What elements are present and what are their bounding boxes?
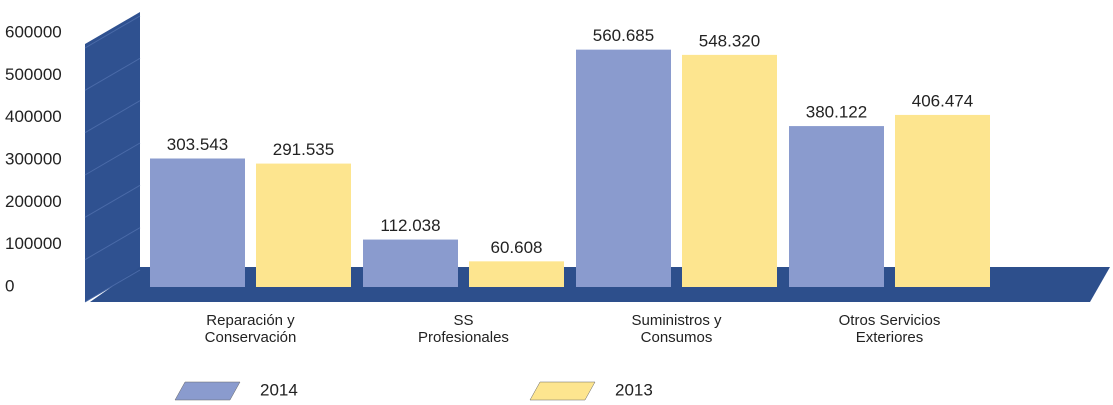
value-label: 291.535 bbox=[273, 140, 334, 159]
bar bbox=[576, 49, 671, 288]
y-tick-label: 500000 bbox=[5, 65, 62, 84]
bar bbox=[256, 163, 351, 287]
grid-line bbox=[84, 57, 141, 91]
bar bbox=[363, 239, 458, 287]
bar bbox=[895, 114, 990, 287]
x-tick-label: Suministros y Consumos bbox=[631, 312, 722, 346]
legend-swatch bbox=[174, 381, 241, 401]
grid-line bbox=[84, 269, 141, 303]
x-tick-label: SS Profesionales bbox=[418, 312, 509, 346]
legend-label: 2014 bbox=[260, 380, 298, 399]
x-tick-label: Reparación y Conservación bbox=[204, 312, 297, 346]
value-label: 303.543 bbox=[167, 135, 228, 154]
legend-label: 2013 bbox=[615, 380, 653, 399]
y-tick-label: 300000 bbox=[5, 149, 62, 168]
y-tick-label: 100000 bbox=[5, 234, 62, 253]
value-label: 380.122 bbox=[806, 103, 867, 122]
legend-swatch bbox=[529, 381, 596, 401]
grid-line bbox=[84, 227, 141, 261]
bar bbox=[789, 126, 884, 287]
grid-line bbox=[84, 184, 141, 218]
bar bbox=[469, 261, 564, 287]
value-label: 406.474 bbox=[912, 91, 973, 110]
grid-line bbox=[84, 142, 141, 176]
value-label: 60.608 bbox=[491, 238, 543, 257]
y-tick-label: 200000 bbox=[5, 192, 62, 211]
y-tick-label: 0 bbox=[5, 276, 14, 295]
y-tick-label: 600000 bbox=[5, 22, 62, 41]
bar bbox=[682, 54, 777, 287]
y-tick-label: 400000 bbox=[5, 107, 62, 126]
grid-line bbox=[84, 15, 141, 49]
value-label: 548.320 bbox=[699, 31, 760, 50]
value-label: 560.685 bbox=[593, 26, 654, 45]
bar bbox=[150, 158, 245, 287]
x-tick-label: Otros Servicios Exteriores bbox=[838, 312, 941, 346]
grid-line bbox=[84, 100, 141, 134]
value-label: 112.038 bbox=[380, 216, 440, 235]
back-wall bbox=[85, 12, 140, 302]
